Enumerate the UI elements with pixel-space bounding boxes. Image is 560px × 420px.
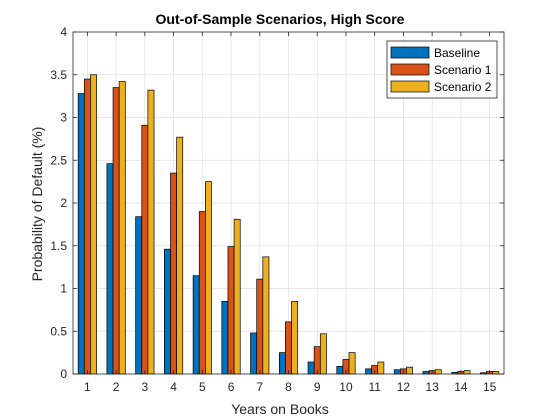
y-tick-label: 1.5 xyxy=(50,239,67,253)
y-tick-label: 4 xyxy=(60,25,67,39)
bar-scenario-1-4 xyxy=(170,172,177,375)
bar-scenario-1-6 xyxy=(227,246,235,375)
legend: Baseline Scenario 1 Scenario 2 xyxy=(386,40,498,99)
x-tick-label: 12 xyxy=(397,380,411,394)
bar-baseline-8 xyxy=(278,352,286,375)
bars xyxy=(77,74,500,375)
x-tick-label: 13 xyxy=(425,380,439,394)
y-axis-label: Probability of Default (%) xyxy=(29,127,45,282)
axis-ticks: 00.511.522.533.541 2 3 4 5 6 7 8 9 10 11 12 13 14 15 xyxy=(50,25,504,394)
x-tick-label: 3 xyxy=(141,380,148,394)
bar-scenario-2-9 xyxy=(319,333,327,375)
bar-scenario-2-8 xyxy=(291,300,299,375)
x-tick-label: 10 xyxy=(339,380,353,394)
x-tick-label: 7 xyxy=(256,380,263,394)
y-tick-label: 0.5 xyxy=(50,324,67,338)
bar-scenario-2-4 xyxy=(176,136,184,375)
bar-baseline-3 xyxy=(135,216,143,375)
bar-scenario-1-9 xyxy=(313,346,321,375)
legend-swatch xyxy=(390,63,430,76)
x-tick-label: 5 xyxy=(199,380,206,394)
y-tick-label: 3.5 xyxy=(50,68,67,82)
x-axis-label: Years on Books xyxy=(231,401,329,417)
bar-scenario-2-14 xyxy=(463,370,471,375)
bar-baseline-10 xyxy=(336,365,344,375)
bar-baseline-12 xyxy=(393,369,401,375)
x-tick-label: 11 xyxy=(368,380,381,394)
bar-scenario-2-2 xyxy=(118,81,126,375)
bar-scenario-2-11 xyxy=(377,361,385,375)
x-tick-label: 6 xyxy=(228,380,235,394)
bar-baseline-11 xyxy=(365,368,372,375)
bar-scenario-1-1 xyxy=(83,78,91,375)
bar-scenario-1-3 xyxy=(141,124,149,375)
bar-baseline-9 xyxy=(307,361,315,375)
x-tick-label: 2 xyxy=(113,380,120,394)
bar-scenario-2-5 xyxy=(205,181,212,375)
bar-scenario-2-13 xyxy=(434,369,442,375)
bar-baseline-7 xyxy=(250,332,258,375)
x-tick-label: 4 xyxy=(170,380,177,394)
x-tick-label: 14 xyxy=(454,380,468,394)
bar-baseline-2 xyxy=(106,163,114,375)
bar-scenario-2-6 xyxy=(233,218,241,375)
bar-baseline-1 xyxy=(77,93,85,375)
y-tick-label: 3 xyxy=(60,111,67,125)
bar-scenario-2-7 xyxy=(262,256,270,375)
bar-scenario-1-5 xyxy=(198,211,206,375)
x-tick-label: 9 xyxy=(314,380,321,394)
legend-swatch xyxy=(390,46,430,59)
legend-label: Scenario 1 xyxy=(434,63,492,77)
bar-scenario-2-3 xyxy=(147,89,155,375)
y-tick-label: 2.5 xyxy=(50,153,67,167)
bar-scenario-2-10 xyxy=(348,352,356,375)
bar-baseline-4 xyxy=(164,248,171,375)
x-tick-label: 8 xyxy=(285,380,292,394)
bar-scenario-1-8 xyxy=(285,321,292,375)
x-tick-label: 1 xyxy=(84,380,91,394)
x-tick-label: 15 xyxy=(483,380,497,394)
bar-baseline-5 xyxy=(192,275,200,375)
bar-scenario-1-2 xyxy=(112,87,120,375)
y-tick-label: 0 xyxy=(60,367,67,381)
legend-swatch xyxy=(390,80,430,93)
bar-scenario-1-7 xyxy=(256,278,264,375)
bar-baseline-6 xyxy=(221,300,229,375)
bar-scenario-2-1 xyxy=(90,74,97,375)
chart-title: Out-of-Sample Scenarios, High Score xyxy=(156,11,405,27)
y-tick-label: 2 xyxy=(60,196,67,210)
bar-scenario-2-12 xyxy=(406,366,413,375)
legend-label: Baseline xyxy=(434,46,480,60)
y-tick-label: 1 xyxy=(60,282,67,296)
legend-label: Scenario 2 xyxy=(434,80,492,94)
